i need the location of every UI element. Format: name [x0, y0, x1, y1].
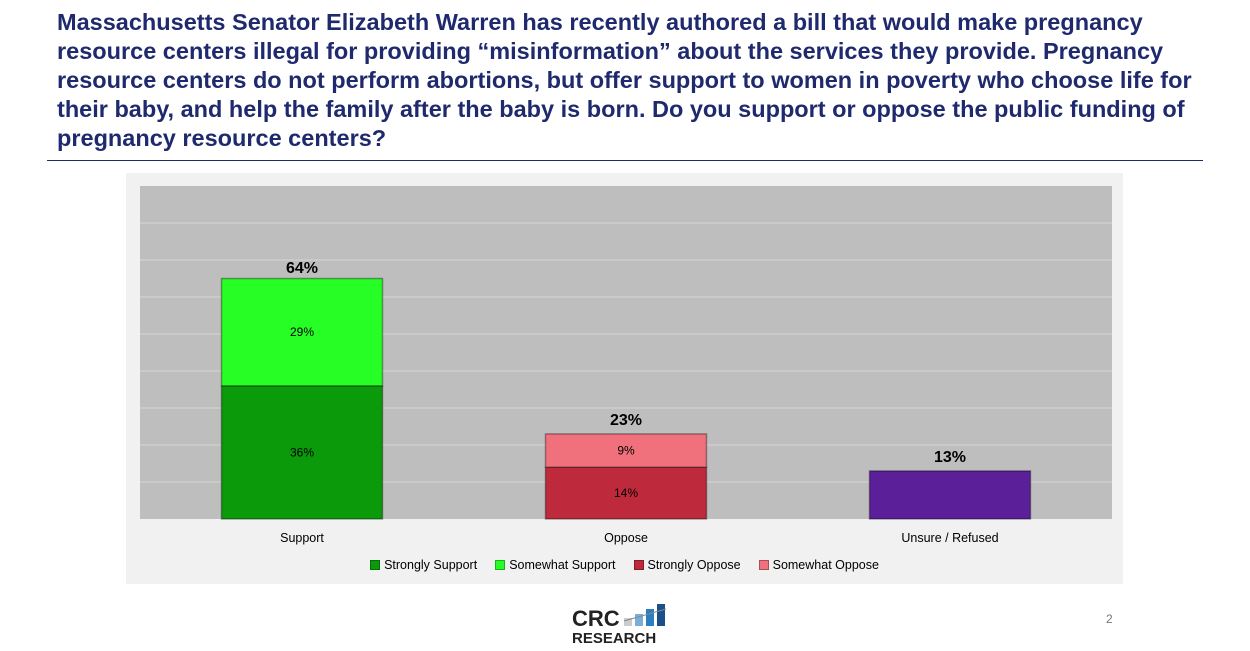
svg-text:RESEARCH: RESEARCH: [572, 630, 656, 646]
page-number: 2: [1106, 612, 1113, 626]
legend-item: Somewhat Support: [495, 558, 616, 572]
divider: [47, 160, 1203, 161]
segment-label: 36%: [290, 445, 314, 459]
segment-label: 14%: [614, 486, 638, 500]
segment-label: 29%: [290, 325, 314, 339]
crc-research-logo: CRC RESEARCH: [572, 604, 682, 651]
legend-item: Somewhat Oppose: [758, 558, 879, 572]
legend-label: Strongly Support: [384, 558, 478, 572]
legend-swatch: [495, 560, 506, 570]
legend-swatch: [370, 560, 381, 570]
segment-label: 9%: [617, 444, 635, 458]
total-label: 64%: [286, 260, 318, 277]
legend-item: Strongly Support: [370, 558, 477, 572]
bar-segment: [220, 277, 384, 387]
chart-area: 36% 29% 64% Support 14% 9% 23% Oppose 13% Unsure …: [126, 173, 1123, 584]
chart-svg: 36% 29% 64% Support 14% 9% 23% Oppose 13% Unsure …: [140, 186, 1112, 545]
bar-segment: [544, 433, 708, 468]
legend-swatch: [758, 560, 769, 570]
legend: Strongly Support Somewhat Support Strongly…: [126, 558, 1123, 572]
question-title: Massachusetts Senator Elizabeth Warren h…: [57, 9, 1192, 151]
total-label: 23%: [610, 412, 642, 429]
legend-label: Strongly Oppose: [647, 558, 741, 572]
legend-swatch: [633, 560, 644, 570]
legend-item: Strongly Oppose: [633, 558, 741, 572]
legend-label: Somewhat Support: [509, 558, 616, 572]
bar-segment: [544, 466, 708, 520]
svg-text:CRC: CRC: [572, 606, 620, 631]
category-label: Unsure / Refused: [901, 531, 998, 545]
legend-label: Somewhat Oppose: [772, 558, 879, 572]
bar-segment: [868, 470, 1032, 520]
bar-segment: [220, 385, 384, 520]
total-label: 13%: [934, 449, 966, 466]
category-label: Support: [280, 531, 324, 545]
category-label: Oppose: [604, 531, 648, 545]
